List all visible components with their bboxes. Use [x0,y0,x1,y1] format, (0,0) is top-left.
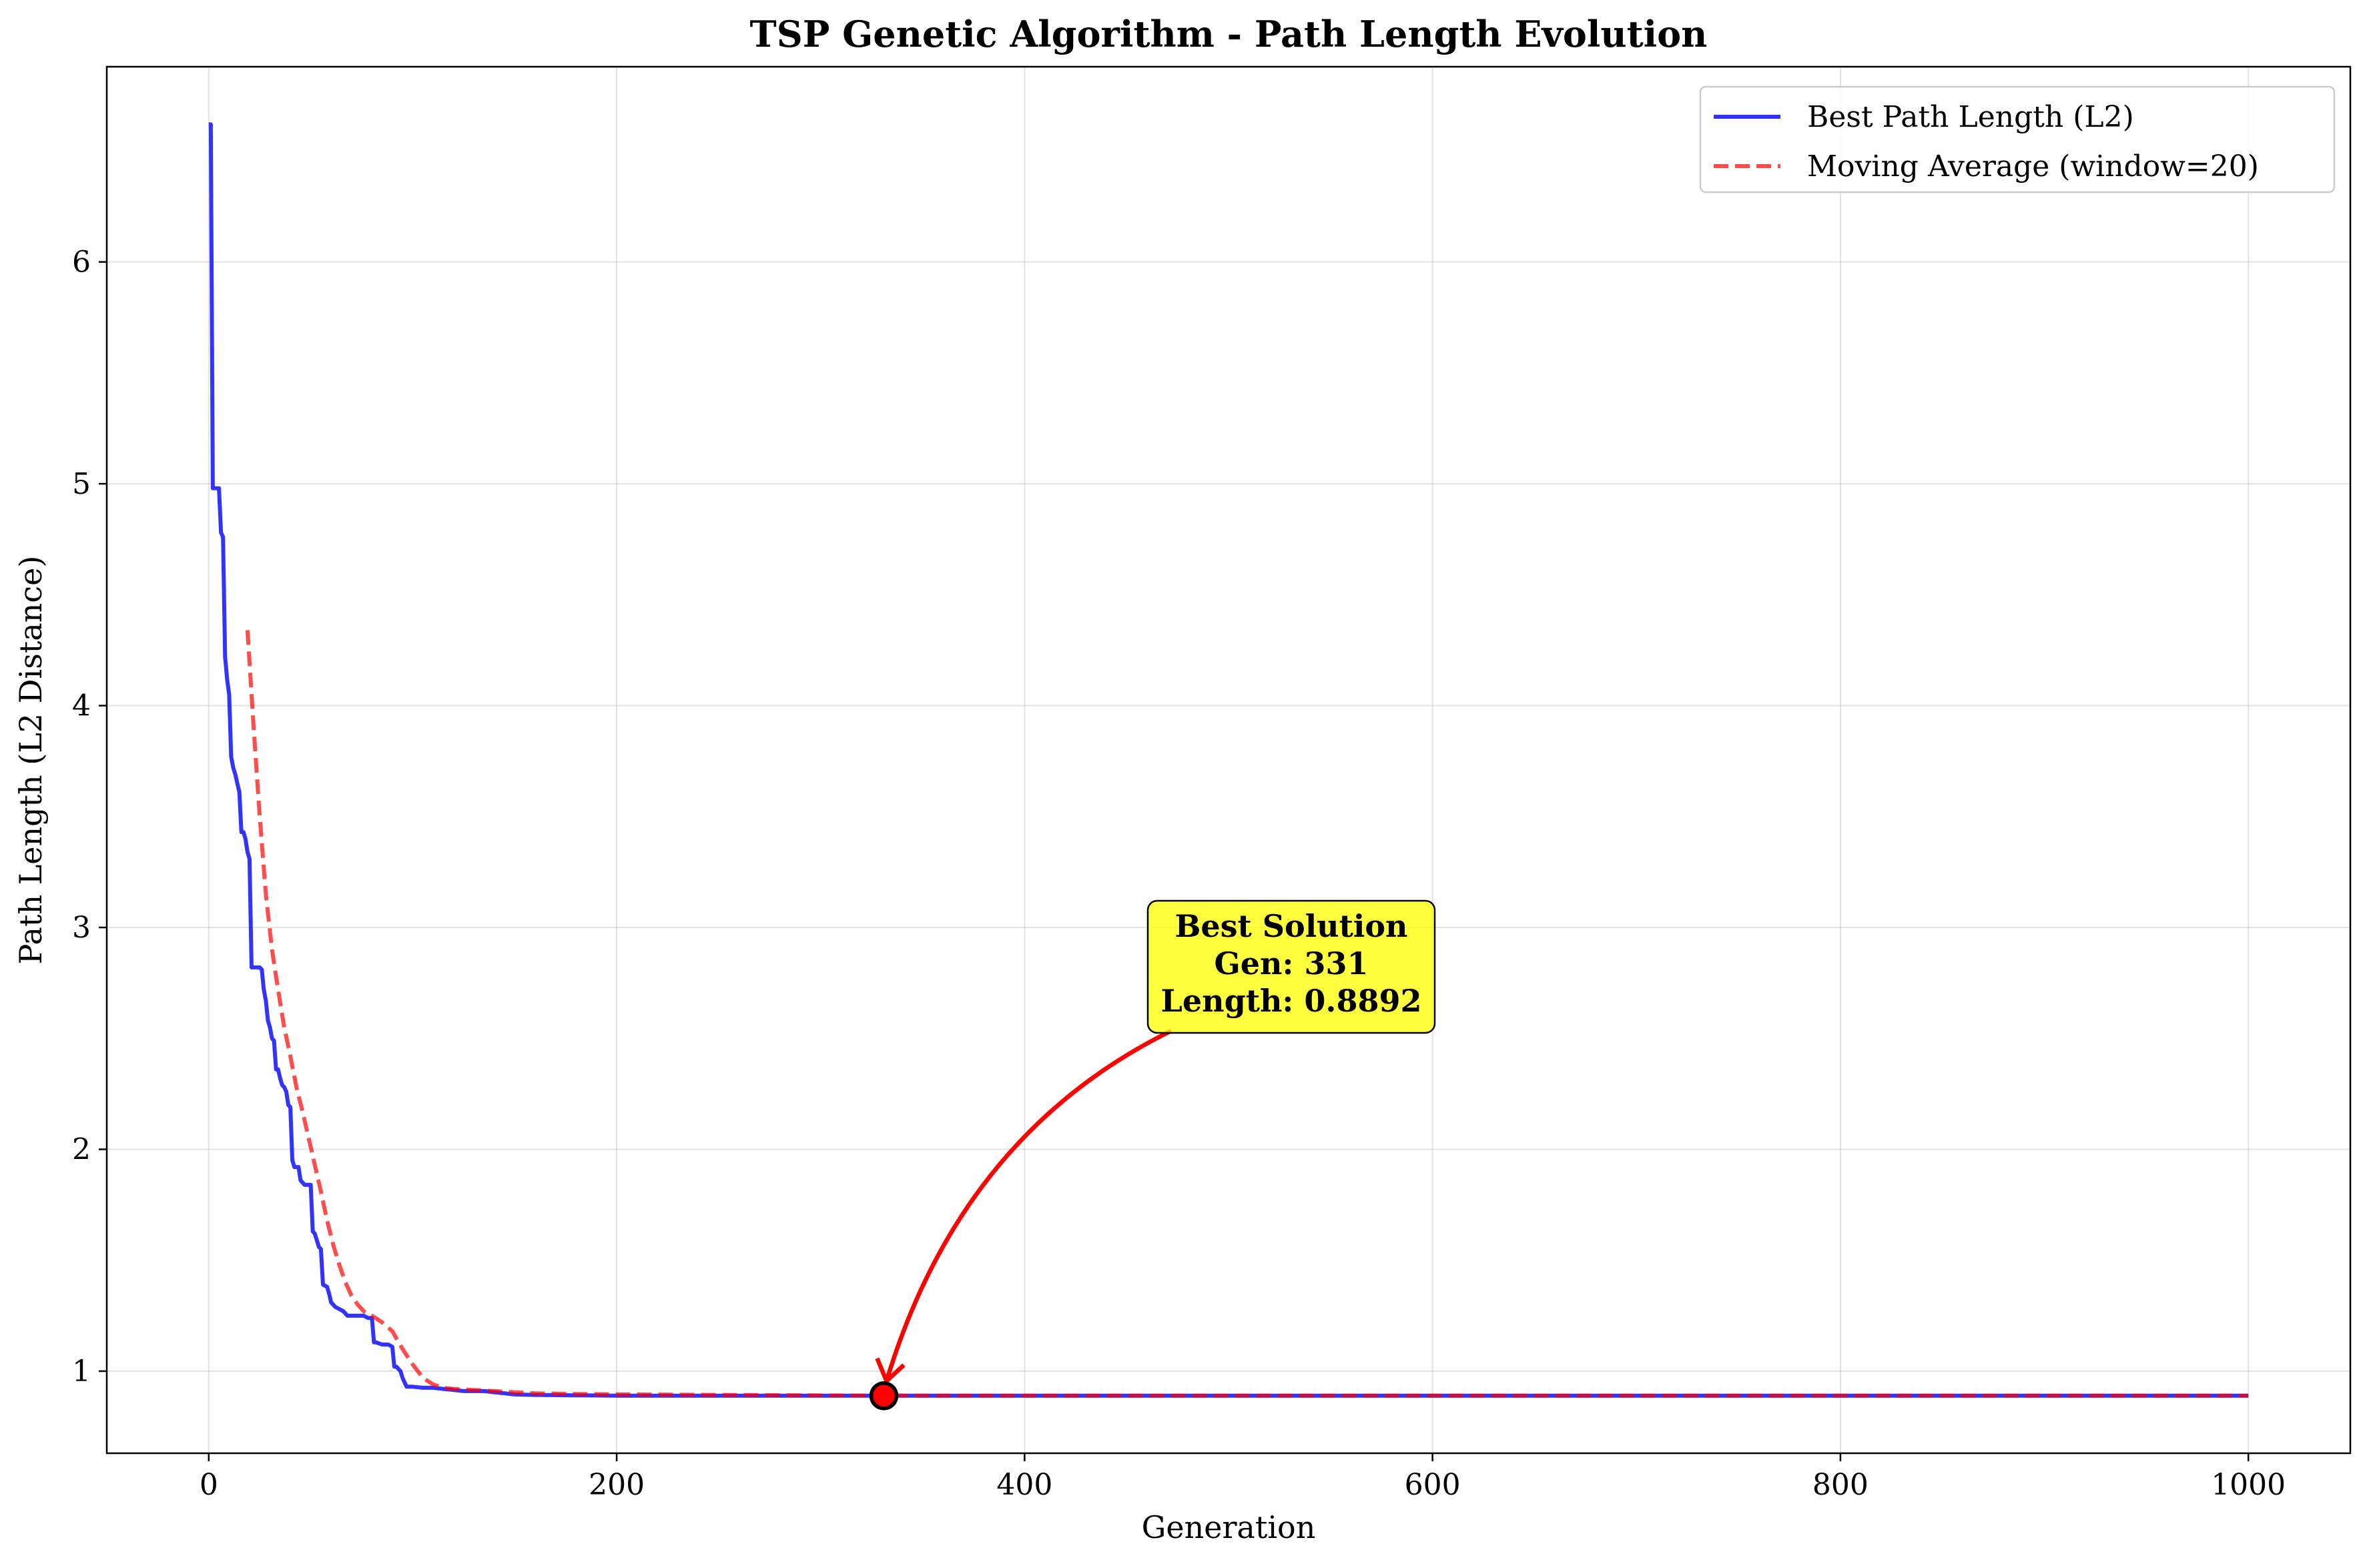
legend-label: Moving Average (window=20) [1807,149,2259,183]
annotation-arrow [884,1029,1172,1382]
legend: Best Path Length (L2) Moving Average (win… [1699,85,2336,193]
x-tick-label: 0 [200,1468,218,1502]
annotation-box [1146,899,1436,1034]
y-tick-label: 4 [72,689,91,723]
x-tick-label: 800 [1812,1468,1869,1502]
annotation-text: Best Solution [1175,908,1408,944]
y-tick-label: 3 [72,911,91,945]
y-axis-label: Path Length (L2 Distance) [13,556,49,965]
y-tick-label: 5 [72,467,91,501]
best-solution-marker [869,1381,899,1411]
x-tick-label: 200 [589,1468,645,1502]
moving-average-line [245,630,2249,1398]
series-layer [208,122,2249,1398]
tick-layer: 0 200 400 600 800 1000 1 2 3 4 5 6 [72,246,2286,1502]
annotation-text: Length: 0.8892 [1161,983,1422,1019]
annotation-text: Gen: 331 [1214,945,1368,982]
legend-label: Best Path Length (L2) [1807,100,2134,134]
x-axis-label: Generation [1142,1509,1316,1545]
annotation-arrowhead [875,1357,906,1385]
chart-title: TSP Genetic Algorithm - Path Length Evol… [750,13,1708,55]
x-tick-label: 400 [996,1468,1052,1502]
grid-layer [107,67,2350,1453]
legend-box [1699,85,2336,193]
best-path-line [208,122,2249,1398]
x-tick-label: 600 [1405,1468,1461,1502]
y-tick-label: 1 [72,1354,91,1389]
plot-frame [105,65,2352,1455]
x-tick-label: 1000 [2211,1468,2286,1502]
y-tick-label: 6 [72,246,91,280]
y-tick-label: 2 [72,1133,91,1167]
